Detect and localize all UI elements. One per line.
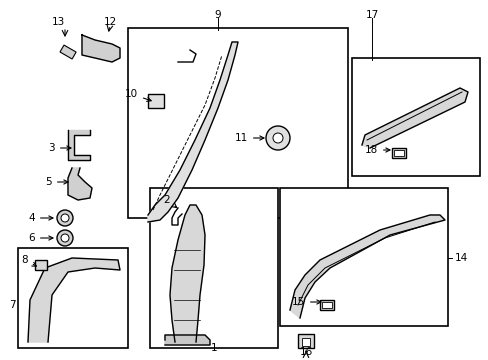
Circle shape	[57, 230, 73, 246]
Bar	[393, 150, 403, 156]
Text: 13: 13	[51, 17, 64, 27]
Bar	[150, 188, 278, 348]
Polygon shape	[68, 130, 90, 160]
Polygon shape	[289, 215, 444, 318]
Bar	[280, 188, 447, 326]
Bar	[319, 300, 333, 310]
Bar	[18, 248, 128, 348]
Text: 2: 2	[163, 195, 177, 208]
Text: 5: 5	[45, 177, 68, 187]
Bar	[321, 302, 331, 308]
Text: 1: 1	[210, 343, 217, 353]
Text: 3: 3	[48, 143, 71, 153]
Polygon shape	[361, 88, 467, 148]
Bar	[35, 260, 47, 270]
Text: 18: 18	[364, 145, 389, 155]
Circle shape	[265, 126, 289, 150]
Bar	[60, 45, 76, 59]
Circle shape	[61, 214, 69, 222]
Bar	[391, 148, 405, 158]
Circle shape	[61, 234, 69, 242]
Text: 9: 9	[214, 10, 221, 20]
Bar	[128, 28, 347, 218]
Polygon shape	[148, 42, 238, 222]
Text: 16: 16	[299, 347, 312, 357]
Bar	[302, 338, 309, 346]
Bar	[148, 94, 163, 108]
Polygon shape	[82, 35, 120, 62]
Circle shape	[272, 133, 283, 143]
Text: 10: 10	[124, 89, 151, 102]
Polygon shape	[28, 258, 120, 342]
Text: 8: 8	[21, 255, 37, 266]
Bar	[297, 334, 313, 348]
Polygon shape	[68, 168, 92, 200]
Text: 7: 7	[9, 300, 15, 310]
Circle shape	[57, 210, 73, 226]
Bar	[351, 58, 479, 176]
Polygon shape	[164, 335, 209, 345]
Text: 4: 4	[28, 213, 53, 223]
Text: 15: 15	[291, 297, 320, 307]
Text: 6: 6	[28, 233, 53, 243]
Text: 12: 12	[103, 17, 116, 27]
Text: 14: 14	[454, 253, 468, 263]
Text: 17: 17	[365, 10, 378, 20]
Polygon shape	[170, 205, 204, 342]
Text: 11: 11	[234, 133, 264, 143]
